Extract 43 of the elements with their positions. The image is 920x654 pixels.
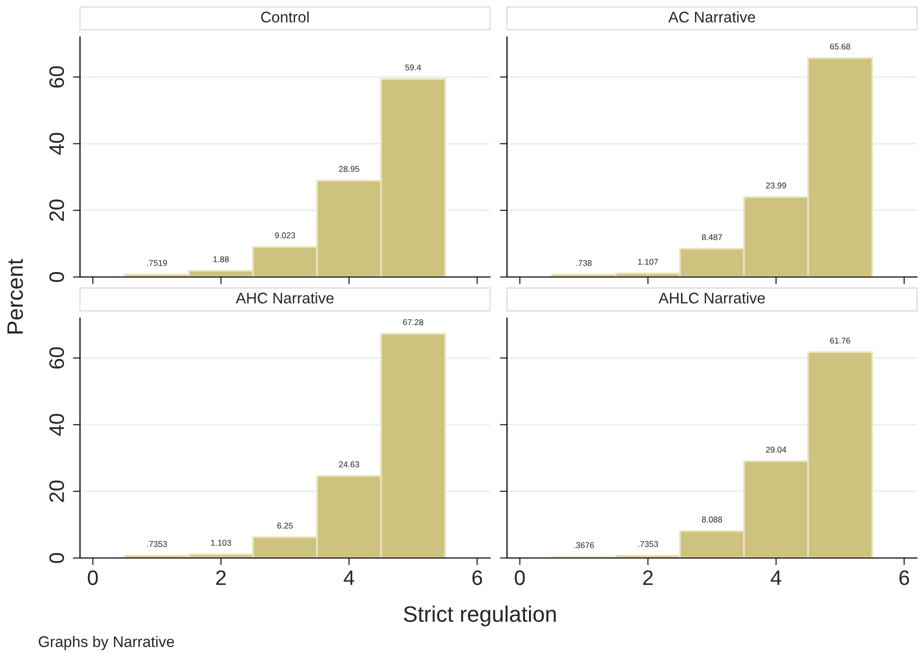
data-label: .3676 [574,542,594,548]
x-tick-label: 0 [514,570,525,586]
data-label: 23.99 [766,182,786,188]
data-label: 8.487 [702,234,722,240]
x-tick-label: 4 [770,570,782,585]
y-tick-label: 40 [49,414,64,436]
data-label: 1.107 [638,258,658,265]
data-label: 8.088 [702,516,722,522]
data-label: .7353 [638,541,658,547]
x-tick-label: 6 [472,570,482,586]
data-label: 67.28 [403,319,424,326]
y-tick-label: 40 [49,132,64,155]
data-label: 59.4 [405,64,421,70]
chart-title: AHC Narrative [236,292,334,304]
data-label: 9.023 [274,232,296,238]
y-tick-label: 20 [49,200,64,221]
x-tick-label: 0 [88,570,98,586]
text: Graphs by Narrative [38,636,174,650]
y-tick-label: 20 [49,480,64,502]
chart-title: AC Narrative [668,11,756,22]
x-tick-label: 2 [643,570,653,585]
data-label: 6.25 [277,522,293,529]
data-label: 61.76 [830,338,850,344]
chart-title: AHLC Narrative [658,292,765,304]
x-tick-label: 2 [216,570,226,585]
chart-title: Control [261,11,309,22]
data-label: 24.63 [339,461,360,468]
y-axis-title: Percent [7,258,23,334]
data-label: 1.88 [213,256,229,262]
data-label: .7519 [147,260,167,266]
data-label: 29.04 [766,446,786,453]
data-label: 1.103 [211,540,231,546]
data-label: .738 [576,260,592,266]
data-label: 65.68 [830,44,850,50]
y-tick-label: 0 [49,272,64,282]
data-label: 28.95 [339,166,360,172]
y-tick-label: 60 [49,347,64,369]
x-tick-label: 6 [899,570,910,586]
x-tick-label: 4 [344,570,354,585]
x-axis-title: Strict regulation [404,606,556,626]
y-tick-label: 0 [49,553,64,563]
data-label: .7353 [147,541,167,547]
y-tick-label: 60 [49,66,64,88]
